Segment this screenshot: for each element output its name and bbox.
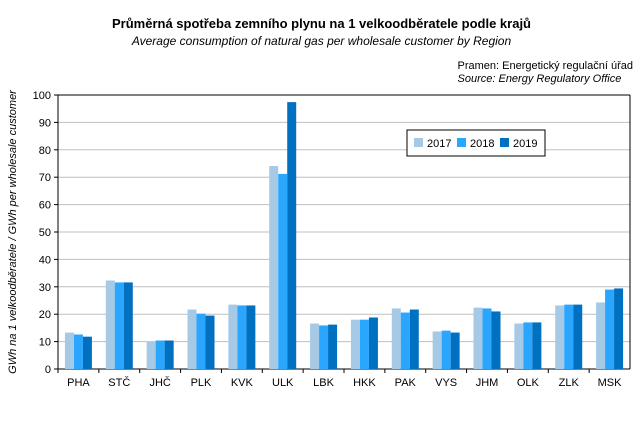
bar-2018-MSK [605, 289, 615, 369]
bar-2017-JHM [473, 307, 483, 369]
x-tick-label: JHM [476, 377, 499, 389]
y-tick-label: 60 [39, 200, 51, 212]
bar-2019-PAK [409, 309, 419, 369]
y-tick-label: 90 [39, 117, 51, 129]
x-tick-label: JHČ [149, 376, 170, 389]
bar-2017-LBK [310, 323, 320, 369]
bar-2019-JHM [491, 311, 501, 369]
bar-2018-HKK [359, 319, 369, 369]
bar-2018-JHM [482, 308, 492, 369]
bar-2017-STČ [105, 280, 115, 369]
y-axis-label: GWh na 1 velkoodběratele / GWh per whole… [7, 89, 19, 374]
x-tick-label: MSK [598, 377, 623, 389]
legend-label-2017: 2017 [427, 138, 451, 150]
bar-2018-STČ [114, 282, 124, 369]
bar-2019-PHA [82, 336, 92, 369]
x-tick-label: OLK [517, 377, 540, 389]
bar-2017-OLK [514, 323, 524, 369]
bar-2019-STČ [123, 282, 133, 369]
bar-2018-ZLK [564, 304, 574, 369]
source-note: Pramen: Energetický regulační úřad Sourc… [458, 60, 633, 86]
bar-2017-PHA [64, 332, 74, 369]
x-tick-label: LBK [313, 377, 334, 389]
x-tick-label: PHA [67, 377, 90, 389]
bar-2019-ULK [287, 102, 297, 370]
legend-swatch-2018 [457, 138, 466, 147]
legend-box [406, 129, 546, 157]
y-tick-label: 40 [39, 254, 51, 266]
bar-2019-PLK [205, 315, 215, 369]
source-cz: Pramen: Energetický regulační úřad [457, 60, 633, 72]
y-tick-label: 100 [33, 90, 51, 102]
x-tick-label: VYS [435, 377, 457, 389]
bar-2017-MSK [596, 302, 606, 369]
bar-2018-PHA [73, 334, 83, 369]
y-tick-label: 20 [39, 309, 51, 321]
legend-swatch-2019 [500, 138, 509, 147]
y-tick-label: 50 [39, 227, 51, 239]
bar-2017-PLK [187, 309, 197, 369]
bar-2019-JHČ [164, 340, 174, 369]
bar-2017-JHČ [146, 341, 156, 369]
bar-2017-ZLK [555, 305, 565, 369]
y-tick-label: 30 [39, 282, 51, 294]
legend-label-2019: 2019 [513, 138, 537, 150]
y-tick-label: 0 [45, 364, 51, 376]
bar-2019-LBK [328, 324, 338, 369]
bar-2017-KVK [228, 304, 238, 369]
bar-2019-MSK [614, 288, 624, 369]
bar-2017-ULK [269, 165, 279, 369]
bar-2019-KVK [246, 305, 256, 369]
y-tick-label: 10 [39, 337, 51, 349]
source-en: Source: Energy Regulatory Office [457, 73, 622, 85]
bar-2018-PAK [400, 312, 410, 369]
bar-2018-ULK [278, 173, 288, 369]
x-tick-label: STČ [108, 376, 130, 389]
bar-2018-KVK [237, 305, 247, 369]
y-tick-label: 80 [39, 145, 51, 157]
x-tick-label: KVK [231, 377, 254, 389]
bar-2019-OLK [532, 322, 542, 369]
bar-2018-VYS [441, 330, 451, 369]
chart-title: Průměrná spotřeba zemního plynu na 1 vel… [112, 16, 531, 31]
x-tick-label: PAK [395, 377, 417, 389]
bar-2018-JHČ [155, 340, 165, 369]
bar-2017-PAK [391, 308, 401, 369]
x-tick-label: PLK [191, 377, 212, 389]
bar-2017-VYS [432, 331, 442, 369]
legend-label-2018: 2018 [470, 138, 494, 150]
x-tick-label: HKK [353, 377, 376, 389]
bar-2018-LBK [319, 325, 329, 369]
bar-2018-PLK [196, 313, 206, 369]
bar-2019-VYS [450, 332, 460, 369]
bar-2018-OLK [523, 322, 533, 369]
chart-subtitle: Average consumption of natural gas per w… [131, 34, 512, 48]
y-tick-label: 70 [39, 172, 51, 184]
x-tick-label: ULK [272, 377, 294, 389]
x-tick-label: ZLK [559, 377, 580, 389]
bar-2019-ZLK [573, 304, 583, 369]
bar-2019-HKK [368, 317, 378, 369]
legend-swatch-2017 [414, 138, 423, 147]
bar-2017-HKK [350, 319, 360, 369]
